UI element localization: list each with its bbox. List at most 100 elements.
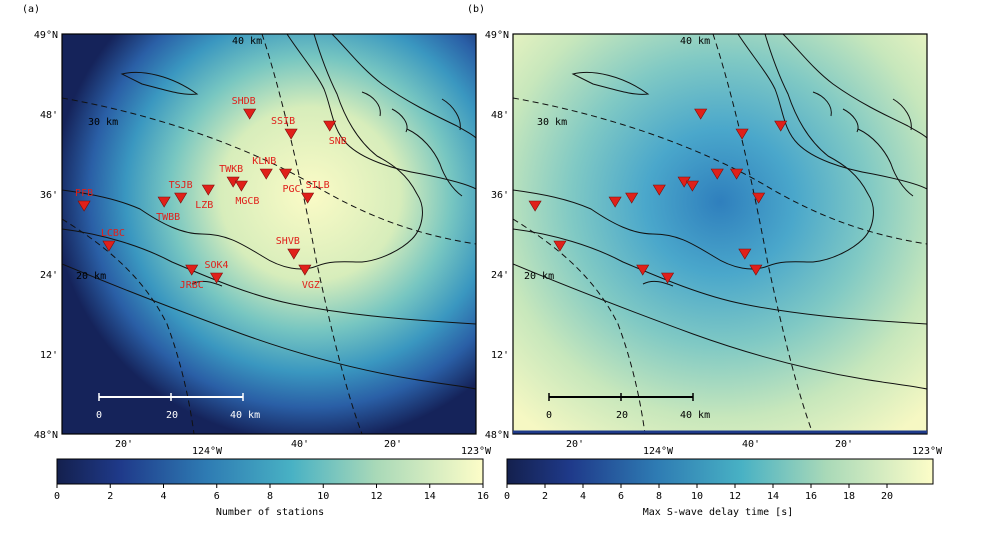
- station-marker: [174, 192, 188, 204]
- colorbar-tick-label: 10: [691, 491, 703, 502]
- colorbar-b-ticks: 0 2 4 6 8 10 12 14 16 18 20: [504, 484, 893, 502]
- station-label: PFB: [75, 188, 93, 199]
- lat-tick-label: 49°N: [485, 30, 509, 41]
- station-label: LCBC: [101, 228, 125, 239]
- panel-a-lat-labels: 49°N 48' 36' 24' 12' 48°N: [34, 30, 58, 441]
- station-marker: [608, 196, 622, 208]
- scale-bar-a: 0 20 40 km: [96, 393, 260, 421]
- colorbar-tick-label: 10: [317, 491, 329, 502]
- lat-tick-label: 48': [40, 110, 58, 121]
- lat-tick-label: 48': [491, 110, 509, 121]
- station-label: JRBC: [180, 280, 204, 291]
- lat-tick-label: 36': [40, 190, 58, 201]
- panel-b-lon-labels: 20' 124°W 40' 20' 123°W: [566, 439, 943, 457]
- station-marker: [652, 184, 666, 196]
- station-label: SSIB: [271, 116, 295, 127]
- lon-tick-label: 20': [566, 439, 584, 450]
- contour-label-20km-a: 20 km: [76, 271, 106, 282]
- station-marker: [185, 264, 199, 276]
- station-marker: [287, 248, 301, 260]
- station-marker: [234, 180, 248, 192]
- panel-a-letter: (a): [22, 4, 40, 15]
- lat-tick-label: 24': [491, 270, 509, 281]
- station-marker: [752, 192, 766, 204]
- station-marker: [774, 120, 788, 132]
- contour-label-40km-a: 40 km: [232, 36, 262, 47]
- panel-b-letter: (b): [467, 4, 485, 15]
- station-label: SHVB: [276, 236, 300, 247]
- station-label: MGCB: [235, 196, 259, 207]
- station-marker: [298, 264, 312, 276]
- panel-a-lon-labels: 20' 124°W 40' 20' 123°W: [115, 439, 492, 457]
- colorbar-tick-label: 4: [580, 491, 586, 502]
- svg-text:0: 0: [96, 410, 102, 421]
- contour-label-20km-b: 20 km: [524, 271, 554, 282]
- colorbar-b-title: Max S-wave delay time [s]: [643, 507, 794, 518]
- station-label: PGC: [283, 184, 301, 195]
- station-label: SHDB: [232, 96, 256, 107]
- colorbar-tick-label: 18: [843, 491, 855, 502]
- station-marker: [157, 196, 171, 208]
- panel-b-lat-labels: 49°N 48' 36' 24' 12' 48°N: [485, 30, 509, 441]
- svg-text:40 km: 40 km: [680, 410, 710, 421]
- svg-text:20: 20: [166, 410, 178, 421]
- panel-b-heatmap: [513, 34, 927, 434]
- station-marker: [661, 272, 675, 284]
- station-label: LZB: [195, 200, 213, 211]
- lon-tick-label: 123°W: [461, 446, 492, 457]
- colorbar-tick-label: 16: [805, 491, 817, 502]
- lat-tick-label: 36': [491, 190, 509, 201]
- colorbar-a: [56, 458, 484, 485]
- station-marker: [636, 264, 650, 276]
- lat-tick-label: 12': [491, 350, 509, 361]
- station-marker: [738, 248, 752, 260]
- station-marker: [259, 168, 273, 180]
- panel-b: (b) 40 km 30 km 20 km 0 20 40 km 49°N 48'…: [467, 4, 943, 518]
- lon-tick-label: 124°W: [192, 446, 223, 457]
- panel-b-stations: [528, 108, 788, 284]
- station-marker: [685, 180, 699, 192]
- colorbar-tick-label: 8: [656, 491, 662, 502]
- contour-label-30km-b: 30 km: [537, 117, 567, 128]
- lon-tick-label: 40': [291, 439, 309, 450]
- station-label: SILB: [306, 180, 330, 191]
- station-marker: [625, 192, 639, 204]
- lat-tick-label: 48°N: [34, 430, 58, 441]
- svg-text:40 km: 40 km: [230, 410, 260, 421]
- station-marker: [323, 120, 337, 132]
- colorbar-tick-label: 0: [504, 491, 510, 502]
- lon-tick-label: 20': [384, 439, 402, 450]
- lon-tick-label: 124°W: [643, 446, 674, 457]
- svg-text:20: 20: [616, 410, 628, 421]
- station-marker: [710, 168, 724, 180]
- station-marker: [553, 240, 567, 252]
- lat-tick-label: 48°N: [485, 430, 509, 441]
- colorbar-tick-label: 14: [767, 491, 779, 502]
- panel-b-frame: [512, 33, 928, 435]
- station-marker: [201, 184, 215, 196]
- station-marker: [77, 200, 91, 212]
- station-marker: [730, 168, 744, 180]
- colorbar-a-ticks: 0 2 4 6 8 10 12 14 16: [54, 484, 489, 502]
- station-marker: [749, 264, 763, 276]
- station-marker: [301, 192, 315, 204]
- station-label: KLNB: [252, 156, 276, 167]
- svg-text:0: 0: [546, 410, 552, 421]
- colorbar-tick-label: 20: [881, 491, 893, 502]
- station-label: TWKB: [219, 164, 243, 175]
- station-marker: [284, 128, 298, 140]
- colorbar-tick-label: 0: [54, 491, 60, 502]
- station-label: SOK4: [205, 260, 229, 271]
- colorbar-tick-label: 14: [424, 491, 436, 502]
- station-label: TWBB: [156, 212, 180, 223]
- lon-tick-label: 40': [742, 439, 760, 450]
- colorbar-tick-label: 16: [477, 491, 489, 502]
- station-marker: [528, 200, 542, 212]
- contour-label-40km-b: 40 km: [680, 36, 710, 47]
- panel-a-frame: [61, 33, 477, 435]
- colorbar-tick-label: 4: [160, 491, 166, 502]
- colorbar-tick-label: 6: [618, 491, 624, 502]
- lon-tick-label: 123°W: [912, 446, 943, 457]
